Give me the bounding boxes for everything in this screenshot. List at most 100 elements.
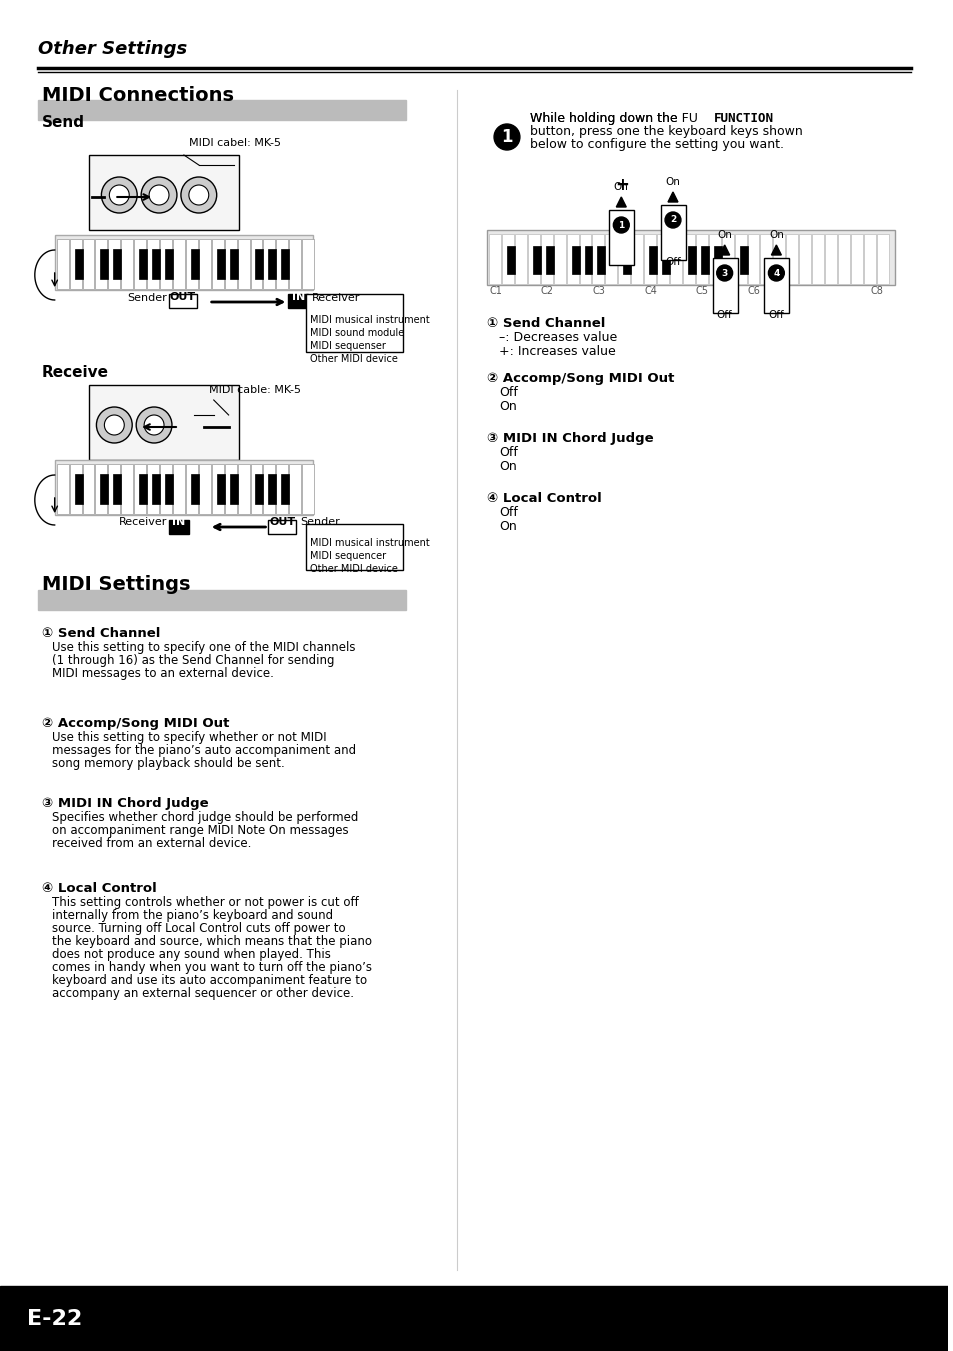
Bar: [306, 524, 402, 570]
Text: Off: Off: [664, 257, 680, 267]
Bar: [186, 463, 197, 513]
Text: ③ MIDI IN Chord Judge: ③ MIDI IN Chord Judge: [487, 432, 653, 444]
Circle shape: [101, 177, 137, 213]
Text: MIDI sequencer: MIDI sequencer: [310, 551, 386, 561]
Bar: [191, 249, 198, 280]
Text: Off: Off: [498, 446, 517, 459]
Text: On: On: [717, 230, 731, 240]
Bar: [0, 1286, 947, 1351]
Bar: [578, 234, 591, 284]
Bar: [268, 249, 276, 280]
Text: ③ MIDI IN Chord Judge: ③ MIDI IN Chord Judge: [42, 797, 208, 811]
Bar: [276, 463, 288, 513]
Bar: [165, 474, 172, 504]
Bar: [147, 463, 159, 513]
FancyBboxPatch shape: [7, 1292, 102, 1346]
Text: MIDI messages to an external device.: MIDI messages to an external device.: [51, 667, 274, 680]
Bar: [682, 234, 694, 284]
Text: internally from the piano’s keyboard and sound: internally from the piano’s keyboard and…: [51, 909, 333, 921]
Bar: [695, 234, 707, 284]
Bar: [760, 234, 772, 284]
Bar: [622, 246, 631, 274]
Bar: [54, 459, 313, 515]
Text: accompany an external sequencer or other device.: accompany an external sequencer or other…: [51, 988, 354, 1000]
Bar: [230, 249, 237, 280]
Bar: [56, 463, 69, 513]
Circle shape: [664, 212, 680, 228]
Bar: [533, 246, 540, 274]
Bar: [747, 234, 759, 284]
Text: Other MIDI device: Other MIDI device: [310, 354, 397, 363]
Text: C4: C4: [643, 286, 657, 296]
Bar: [160, 239, 172, 289]
Bar: [540, 234, 552, 284]
Text: Other MIDI device: Other MIDI device: [310, 563, 397, 574]
Text: ② Accomp/Song MIDI Out: ② Accomp/Song MIDI Out: [42, 717, 229, 730]
Bar: [571, 246, 578, 274]
Bar: [198, 239, 211, 289]
Bar: [708, 234, 720, 284]
Bar: [255, 249, 263, 280]
Text: OUT: OUT: [269, 517, 295, 527]
Bar: [198, 463, 211, 513]
Text: MIDI cable: MK-5: MIDI cable: MK-5: [209, 385, 300, 394]
Bar: [506, 246, 515, 274]
Text: Other Settings: Other Settings: [38, 41, 187, 58]
Text: On: On: [768, 230, 783, 240]
Bar: [186, 239, 197, 289]
Circle shape: [141, 177, 176, 213]
Text: MIDI Connections: MIDI Connections: [42, 86, 233, 105]
Bar: [597, 246, 605, 274]
Text: keyboard and use its auto accompaniment feature to: keyboard and use its auto accompaniment …: [51, 974, 367, 988]
Text: E-22: E-22: [27, 1309, 82, 1329]
Bar: [113, 474, 121, 504]
Bar: [95, 463, 108, 513]
Circle shape: [767, 265, 783, 281]
Bar: [255, 474, 263, 504]
Bar: [584, 246, 592, 274]
Bar: [139, 474, 147, 504]
Bar: [152, 474, 160, 504]
Circle shape: [494, 124, 519, 150]
Bar: [592, 234, 604, 284]
Bar: [230, 474, 237, 504]
Text: below to configure the setting you want.: below to configure the setting you want.: [529, 138, 783, 151]
Text: On: On: [498, 459, 517, 473]
Text: Off: Off: [498, 386, 517, 399]
Text: comes in handy when you want to turn off the piano’s: comes in handy when you want to turn off…: [51, 961, 372, 974]
Bar: [121, 463, 133, 513]
Bar: [713, 246, 720, 274]
Text: Off: Off: [716, 309, 732, 320]
Bar: [169, 520, 189, 534]
Bar: [224, 239, 236, 289]
Bar: [501, 234, 514, 284]
Text: on accompaniment range MIDI Note On messages: on accompaniment range MIDI Note On mess…: [51, 824, 348, 838]
Bar: [837, 234, 849, 284]
Bar: [70, 463, 81, 513]
Text: MIDI cabel: MK-5: MIDI cabel: MK-5: [189, 138, 280, 149]
Text: On: On: [498, 400, 517, 413]
Text: MIDI sound module: MIDI sound module: [310, 328, 404, 338]
Text: (1 through 16) as the Send Channel for sending: (1 through 16) as the Send Channel for s…: [51, 654, 334, 667]
Bar: [660, 205, 685, 259]
Bar: [251, 463, 262, 513]
Text: Sender: Sender: [127, 293, 167, 303]
Bar: [147, 239, 159, 289]
Bar: [113, 249, 121, 280]
Text: Receive: Receive: [42, 365, 109, 380]
Bar: [172, 239, 185, 289]
Bar: [237, 463, 250, 513]
Bar: [281, 474, 289, 504]
Text: On: On: [498, 520, 517, 534]
Bar: [863, 234, 875, 284]
Bar: [824, 234, 836, 284]
Circle shape: [136, 407, 172, 443]
Bar: [251, 239, 262, 289]
Text: MIDI musical instrument: MIDI musical instrument: [310, 315, 430, 326]
Text: On: On: [665, 177, 679, 186]
Bar: [216, 249, 224, 280]
Bar: [100, 474, 109, 504]
Text: ④ Local Control: ④ Local Control: [42, 882, 156, 894]
Bar: [54, 235, 313, 290]
Text: FUNCTION: FUNCTION: [713, 112, 773, 126]
